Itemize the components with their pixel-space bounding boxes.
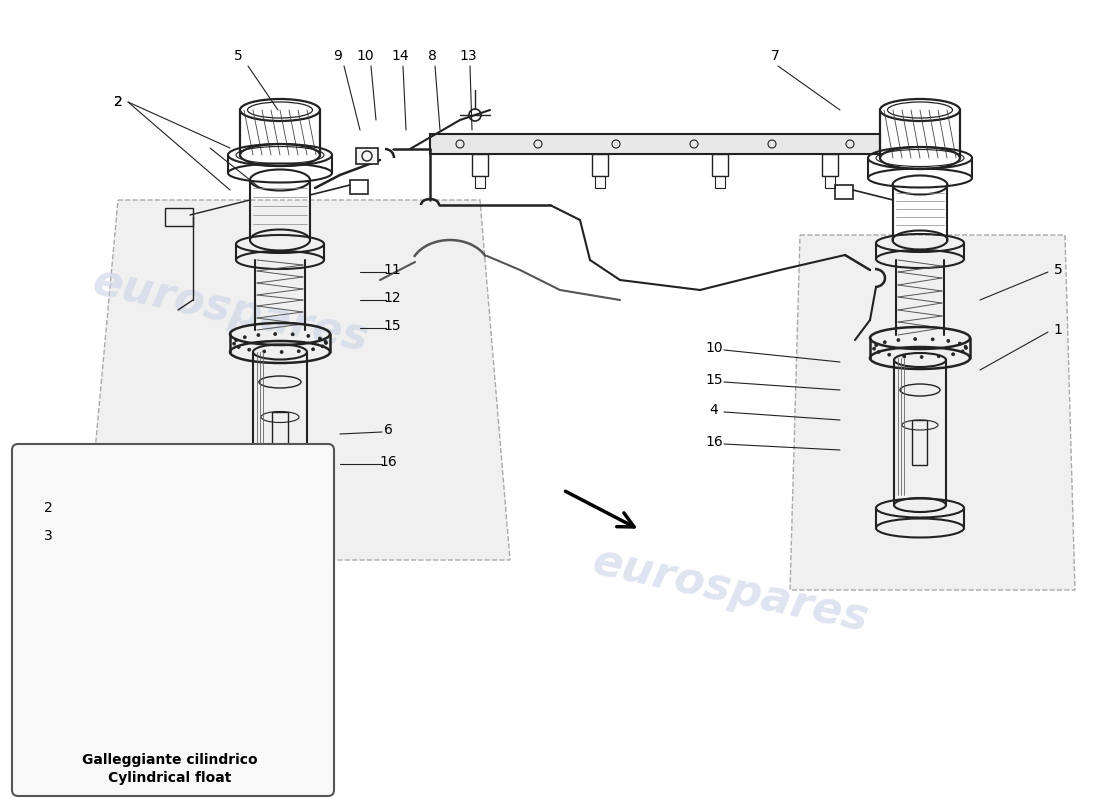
Bar xyxy=(430,134,880,154)
Circle shape xyxy=(877,350,880,354)
Circle shape xyxy=(170,647,174,650)
Bar xyxy=(356,148,378,164)
Bar xyxy=(595,176,605,188)
Circle shape xyxy=(232,342,235,345)
Circle shape xyxy=(937,354,940,358)
Circle shape xyxy=(318,337,321,340)
Circle shape xyxy=(201,643,205,646)
Circle shape xyxy=(163,646,166,650)
Bar xyxy=(715,176,725,188)
Circle shape xyxy=(167,640,170,643)
Circle shape xyxy=(157,646,161,648)
Bar xyxy=(475,176,485,188)
Circle shape xyxy=(292,333,294,336)
Circle shape xyxy=(311,348,315,350)
Circle shape xyxy=(965,346,968,350)
Circle shape xyxy=(156,642,160,646)
Bar xyxy=(592,154,608,176)
Text: Cylindrical float: Cylindrical float xyxy=(108,771,232,785)
Text: Galleggiante cilindrico: Galleggiante cilindrico xyxy=(82,753,257,767)
Text: eurospares: eurospares xyxy=(587,540,872,640)
Circle shape xyxy=(280,350,283,354)
Bar xyxy=(175,687,185,715)
Text: 8: 8 xyxy=(428,49,437,63)
Circle shape xyxy=(888,353,891,356)
Circle shape xyxy=(274,333,277,335)
Circle shape xyxy=(185,640,188,642)
Circle shape xyxy=(257,334,260,337)
Circle shape xyxy=(198,642,201,645)
Bar xyxy=(472,154,488,176)
Bar xyxy=(272,412,288,452)
Text: 12: 12 xyxy=(383,291,400,305)
Circle shape xyxy=(324,340,327,343)
Text: 9: 9 xyxy=(333,49,342,63)
Text: 5: 5 xyxy=(1054,263,1063,277)
Bar xyxy=(835,185,852,199)
Text: 16: 16 xyxy=(705,435,723,449)
Circle shape xyxy=(234,338,238,342)
Text: 15: 15 xyxy=(705,373,723,387)
Text: 3: 3 xyxy=(44,529,53,543)
Circle shape xyxy=(874,344,878,346)
Text: 14: 14 xyxy=(392,49,409,63)
Circle shape xyxy=(201,643,205,646)
Text: 11: 11 xyxy=(383,263,400,277)
Circle shape xyxy=(321,345,324,348)
Circle shape xyxy=(903,355,905,358)
Text: 16: 16 xyxy=(379,455,397,469)
Circle shape xyxy=(324,342,328,345)
FancyBboxPatch shape xyxy=(12,444,334,796)
Circle shape xyxy=(932,338,934,341)
Circle shape xyxy=(263,350,266,353)
Circle shape xyxy=(914,338,916,341)
Bar xyxy=(104,542,122,556)
Text: eurospares: eurospares xyxy=(88,260,372,360)
Bar xyxy=(165,208,192,226)
Text: 4: 4 xyxy=(710,403,718,417)
Bar xyxy=(825,176,835,188)
Circle shape xyxy=(307,334,310,338)
Circle shape xyxy=(179,647,183,650)
Text: 1: 1 xyxy=(1054,323,1063,337)
Text: 10: 10 xyxy=(356,49,374,63)
Polygon shape xyxy=(790,235,1075,590)
Circle shape xyxy=(883,341,887,344)
Text: 13: 13 xyxy=(459,49,476,63)
Circle shape xyxy=(964,346,967,348)
Circle shape xyxy=(176,639,179,642)
Text: 6: 6 xyxy=(384,423,393,437)
Polygon shape xyxy=(85,200,510,560)
Circle shape xyxy=(297,350,300,353)
Circle shape xyxy=(243,336,246,338)
Bar xyxy=(912,420,927,465)
Circle shape xyxy=(872,347,876,350)
Text: 2: 2 xyxy=(113,95,122,109)
Text: 10: 10 xyxy=(705,341,723,355)
Circle shape xyxy=(195,646,198,650)
Circle shape xyxy=(200,645,202,648)
Text: 5: 5 xyxy=(233,49,242,63)
Circle shape xyxy=(248,348,251,351)
Circle shape xyxy=(192,640,196,643)
Bar xyxy=(350,180,368,194)
Circle shape xyxy=(896,338,900,342)
Text: 2: 2 xyxy=(44,501,53,515)
Circle shape xyxy=(238,346,240,349)
Text: 7: 7 xyxy=(771,49,780,63)
Circle shape xyxy=(961,350,965,353)
Circle shape xyxy=(952,353,955,356)
Circle shape xyxy=(155,644,158,646)
Text: 2: 2 xyxy=(113,95,122,109)
Bar xyxy=(822,154,838,176)
Circle shape xyxy=(947,339,949,342)
Circle shape xyxy=(920,355,923,358)
Circle shape xyxy=(188,647,191,650)
Circle shape xyxy=(161,641,164,644)
Bar xyxy=(712,154,728,176)
Text: 15: 15 xyxy=(383,319,400,333)
Circle shape xyxy=(958,342,961,345)
